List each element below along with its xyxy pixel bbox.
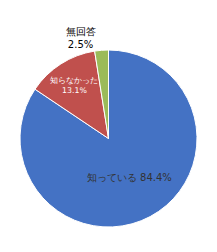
svg-text:知っている 84.4%: 知っている 84.4% [87, 172, 172, 183]
svg-text:無回答2.5%: 無回答2.5% [66, 26, 96, 50]
svg-text:知らなかった13.1%: 知らなかった13.1% [50, 76, 98, 95]
